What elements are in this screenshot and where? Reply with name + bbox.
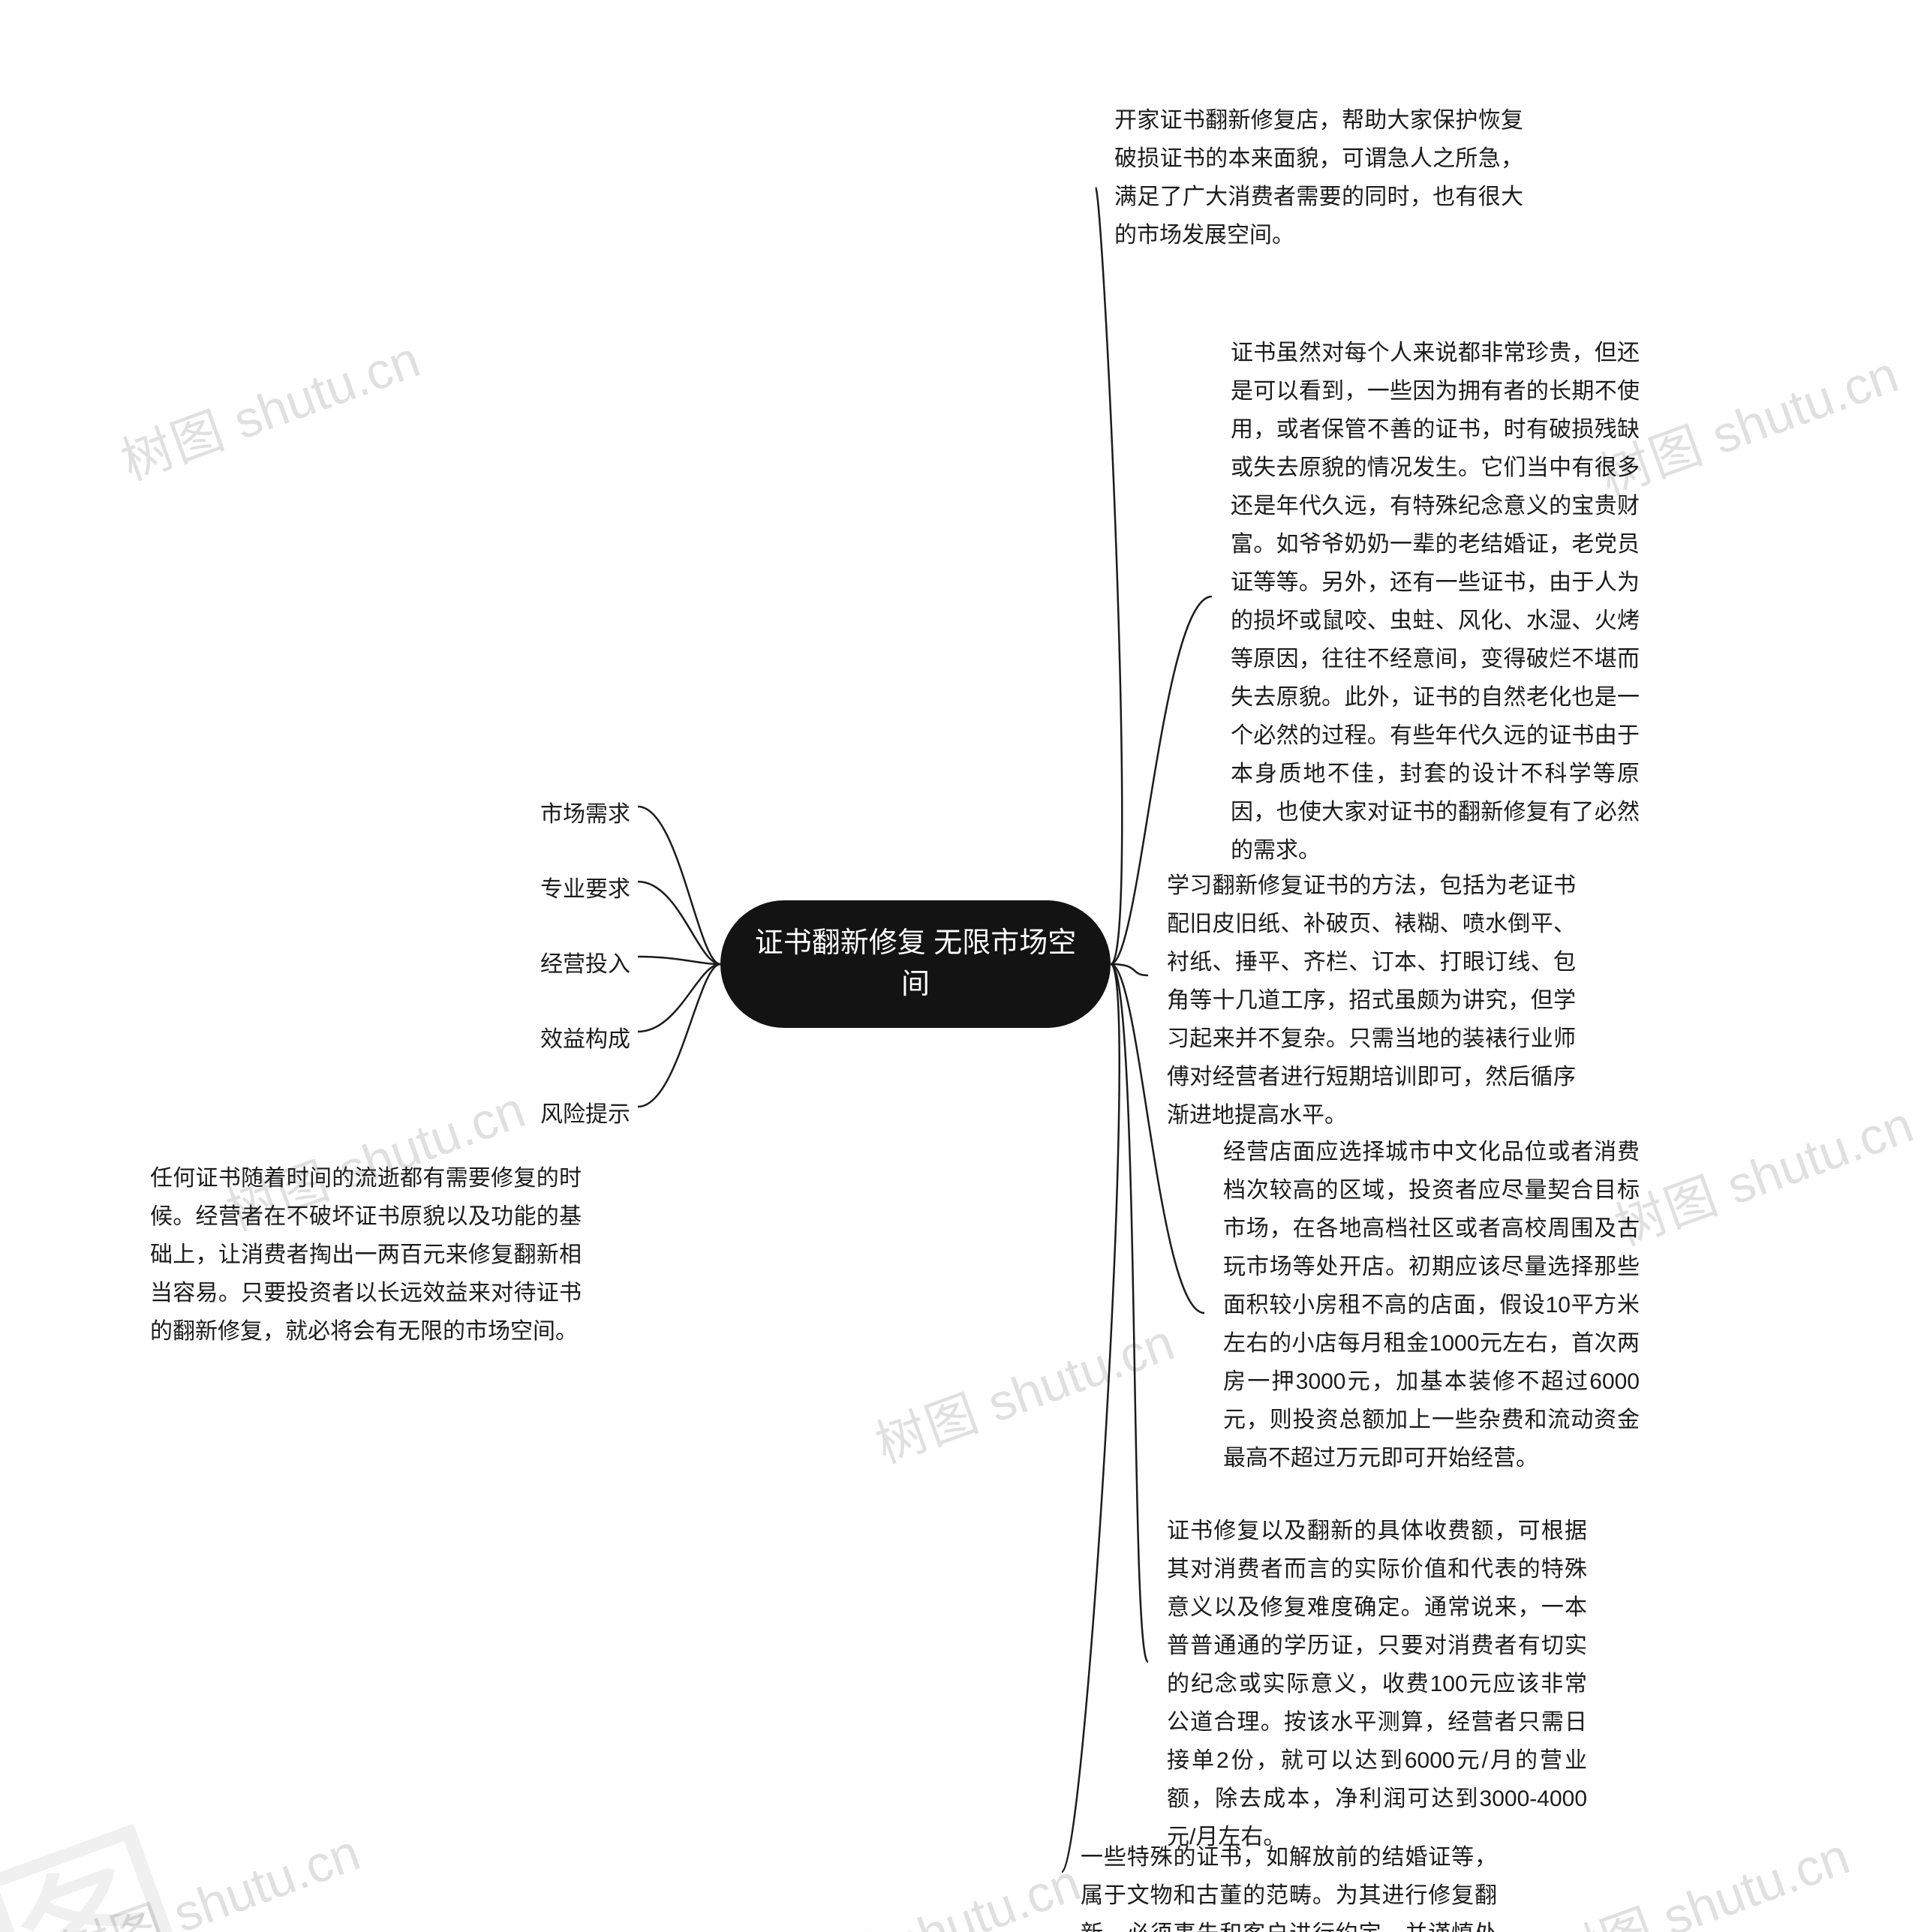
left-label-benefit: 效益构成 [540, 1020, 630, 1053]
edge [1111, 964, 1148, 1662]
watermark: 树图 shutu.cn [864, 1301, 1183, 1477]
edge [638, 807, 720, 964]
left-label-prof: 专业要求 [540, 870, 630, 903]
watermark: 树图 shutu.cn [110, 318, 428, 494]
edge [638, 882, 720, 964]
edge [638, 964, 720, 1032]
left-label-invest: 经营投入 [540, 945, 630, 978]
watermark: 树图 shutu.cn [770, 1841, 1089, 1932]
right-block-b5: 证书修复以及翻新的具体收费额，可根据其对消费者而言的实际价值和代表的特殊意义以及… [1167, 1512, 1587, 1856]
right-block-b1: 开家证书翻新修复店，帮助大家保护恢复破损证书的本来面貌，可谓急人之所急，满足了广… [1114, 101, 1523, 254]
edge [638, 964, 720, 1107]
edge [1096, 188, 1122, 964]
right-block-b2: 证书虽然对每个人来说都非常珍贵，但还是可以看到，一些因为拥有者的长期不使用，或者… [1231, 334, 1640, 870]
left-label-risk: 风险提示 [540, 1095, 630, 1128]
center-node: 证书翻新修复 无限市场空 间 [720, 900, 1111, 1028]
edge [1062, 964, 1120, 1872]
center-text-line2: 间 [901, 964, 930, 1005]
watermark-large: 图 [0, 1751, 221, 1932]
right-block-b3: 学习翻新修复证书的方法，包括为老证书配旧皮旧纸、补破页、裱糊、喷水倒平、衬纸、捶… [1167, 867, 1576, 1134]
edge [638, 957, 720, 964]
center-text-line1: 证书翻新修复 无限市场空 [755, 923, 1077, 964]
left-label-market: 市场需求 [540, 795, 630, 828]
left-summary-block: 任何证书随着时间的流逝都有需要修复的时候。经营者在不破坏证书原貌以及功能的基础上… [150, 1159, 582, 1351]
right-block-b4: 经营店面应选择城市中文化品位或者消费档次较高的区域，投资者应尽量契合目标市场，在… [1223, 1133, 1640, 1477]
mindmap-canvas: 树图 shutu.cn 树图 shutu.cn 树图 shutu.cn 树图 shut… [0, 0, 1921, 1932]
edge [1111, 964, 1148, 975]
right-block-b6: 一些特殊的证书，如解放前的结婚证等，属于文物和古董的范畴。为其进行修复翻新，必须… [1081, 1838, 1497, 1932]
watermark: 树图 shutu.cn [50, 1811, 368, 1932]
watermark: 树图 shutu.cn [1603, 1083, 1921, 1260]
